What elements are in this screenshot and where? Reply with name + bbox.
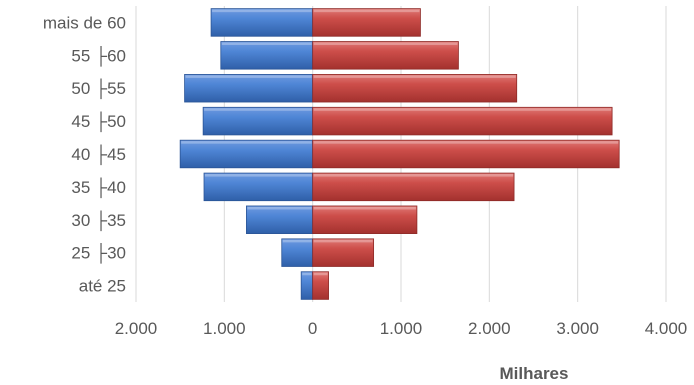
bar-highlight (313, 42, 458, 46)
bar-highlight (181, 141, 312, 144)
category-label: 45 ├50 (71, 111, 126, 133)
bar-left (300, 271, 314, 300)
category-axis: até 25 25 ├30 30 ├35 35 ├40 40 ├45 45 ├50 50 ├… (43, 13, 126, 295)
bar-left (179, 139, 314, 169)
tick-label: 1.000 (380, 319, 423, 338)
tick-label: 2.000 (115, 319, 158, 338)
tick-label: 1.000 (203, 319, 246, 338)
bar-right (312, 74, 518, 103)
bar-highlight (313, 108, 612, 111)
tick-label: 0 (308, 319, 317, 338)
bar-right (312, 41, 459, 70)
category-label: até 25 (79, 277, 126, 296)
bar-highlight (185, 75, 312, 78)
bar-left (202, 106, 314, 136)
tick-label: 4.000 (645, 319, 688, 338)
category-label: 55 ├60 (71, 45, 126, 67)
bar-right (312, 8, 421, 37)
category-label: 50 ├55 (71, 78, 126, 100)
bar-highlight (313, 174, 514, 177)
bar-highlight (247, 206, 312, 210)
bar-highlight (313, 75, 516, 78)
bar-highlight (221, 42, 312, 46)
bar-highlight (313, 272, 328, 276)
value-axis: 2.000 1.000 0 1.000 2.000 3.000 4.000 (115, 319, 688, 338)
category-label: 25 ├30 (71, 243, 126, 265)
bar-right (312, 172, 515, 202)
bar-highlight (282, 239, 312, 243)
bar-right (312, 238, 375, 267)
bar-right (312, 205, 418, 234)
category-label: 35 ├40 (71, 177, 126, 199)
tick-label: 2.000 (468, 319, 511, 338)
bar-left (281, 238, 314, 267)
category-label: 30 ├35 (71, 210, 126, 232)
bar-left (203, 172, 314, 202)
bar-highlight (205, 174, 312, 177)
bar-left (220, 41, 314, 70)
category-label: 40 ├45 (71, 144, 126, 166)
bar-right (312, 106, 613, 136)
category-label: mais de 60 (43, 13, 126, 32)
bar-highlight (302, 272, 312, 276)
x-axis-title: Milhares (500, 364, 569, 383)
bar-highlight (313, 206, 416, 210)
bar-highlight (313, 9, 420, 13)
bar-right (312, 271, 329, 300)
bar-highlight (313, 239, 373, 243)
tick-label: 3.000 (556, 319, 599, 338)
bar-highlight (313, 141, 619, 144)
bar-left (246, 205, 314, 234)
bars (179, 8, 620, 300)
bar-right (312, 139, 620, 169)
bar-highlight (212, 9, 312, 13)
bar-left (210, 8, 314, 37)
bar-highlight (204, 108, 312, 111)
bar-left (184, 74, 314, 103)
